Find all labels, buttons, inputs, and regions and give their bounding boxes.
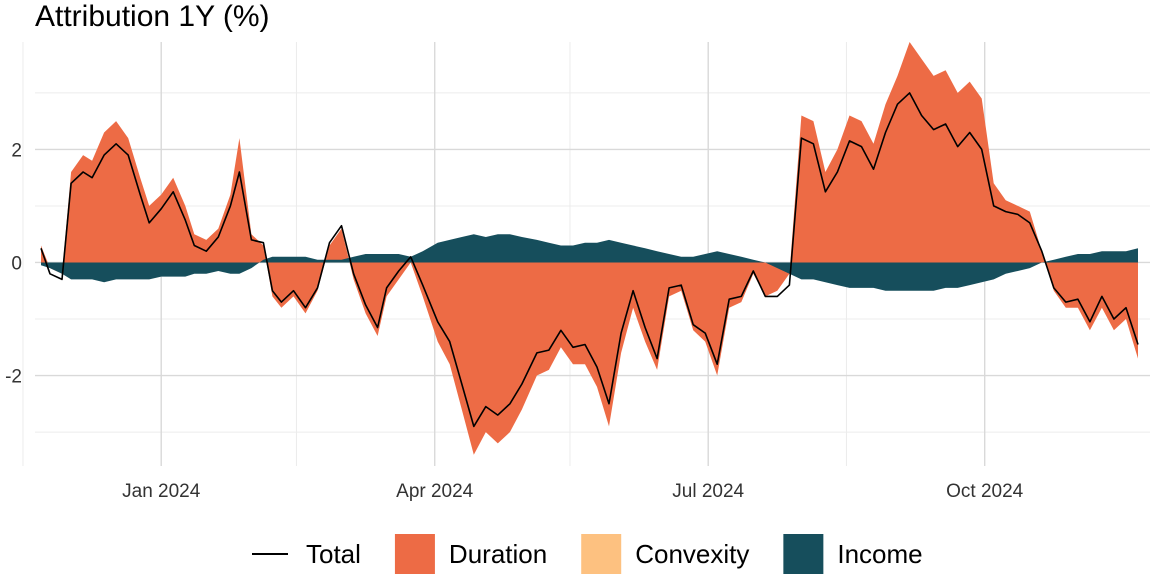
- legend-item-convexity: Convexity: [581, 534, 749, 574]
- y-tick-label: 0: [11, 253, 22, 274]
- x-tick-label: Oct 2024: [946, 481, 1024, 502]
- legend-label: Total: [306, 539, 361, 569]
- legend-key-duration: [394, 534, 435, 574]
- area-duration: [41, 42, 1138, 455]
- legend-item-income: Income: [783, 534, 923, 574]
- legend-label: Convexity: [635, 539, 749, 569]
- legend: Total Duration Convexity Income: [252, 534, 923, 574]
- line-total: [40, 92, 1139, 428]
- y-axis-ticks: -2 0 2: [5, 140, 22, 387]
- x-tick-label: Jul 2024: [672, 481, 744, 502]
- y-tick-label: 2: [11, 140, 22, 161]
- y-tick-label: -2: [5, 367, 22, 388]
- x-tick-label: Jan 2024: [122, 481, 201, 502]
- legend-item-duration: Duration: [394, 534, 547, 574]
- chart-title: Attribution 1Y (%): [35, 0, 270, 33]
- legend-item-total: Total: [252, 539, 361, 569]
- legend-label: Duration: [449, 539, 547, 569]
- x-tick-label: Apr 2024: [396, 481, 474, 502]
- x-axis-ticks: Jan 2024 Apr 2024 Jul 2024 Oct 2024: [122, 481, 1024, 502]
- legend-key-convexity: [581, 534, 622, 574]
- total-line-layer: [40, 92, 1139, 428]
- stacked-areas: [41, 42, 1138, 455]
- legend-label: Income: [837, 539, 922, 569]
- area-income: [41, 234, 1138, 291]
- legend-key-income: [783, 534, 824, 574]
